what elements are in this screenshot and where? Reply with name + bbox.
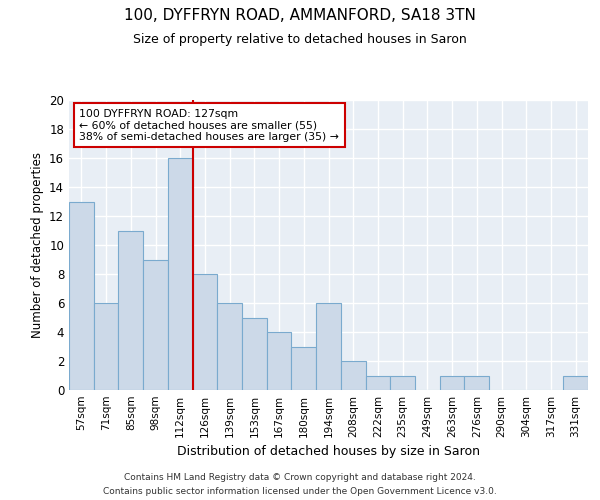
Bar [267,332,292,390]
Text: 100 DYFFRYN ROAD: 127sqm
← 60% of detached houses are smaller (55)
38% of semi-d: 100 DYFFRYN ROAD: 127sqm ← 60% of detach… [79,108,339,142]
Bar [242,318,267,390]
Bar [193,274,217,390]
Y-axis label: Number of detached properties: Number of detached properties [31,152,44,338]
Text: Contains HM Land Registry data © Crown copyright and database right 2024.: Contains HM Land Registry data © Crown c… [124,472,476,482]
Bar [168,158,193,390]
Bar [292,346,316,390]
Text: Contains public sector information licensed under the Open Government Licence v3: Contains public sector information licen… [103,488,497,496]
Bar [94,303,118,390]
Bar [365,376,390,390]
Bar [118,230,143,390]
Bar [217,303,242,390]
Bar [440,376,464,390]
Text: 100, DYFFRYN ROAD, AMMANFORD, SA18 3TN: 100, DYFFRYN ROAD, AMMANFORD, SA18 3TN [124,8,476,22]
Bar [69,202,94,390]
Bar [563,376,588,390]
Bar [143,260,168,390]
Bar [464,376,489,390]
Bar [390,376,415,390]
Bar [341,361,365,390]
Bar [316,303,341,390]
Text: Size of property relative to detached houses in Saron: Size of property relative to detached ho… [133,32,467,46]
X-axis label: Distribution of detached houses by size in Saron: Distribution of detached houses by size … [177,446,480,458]
